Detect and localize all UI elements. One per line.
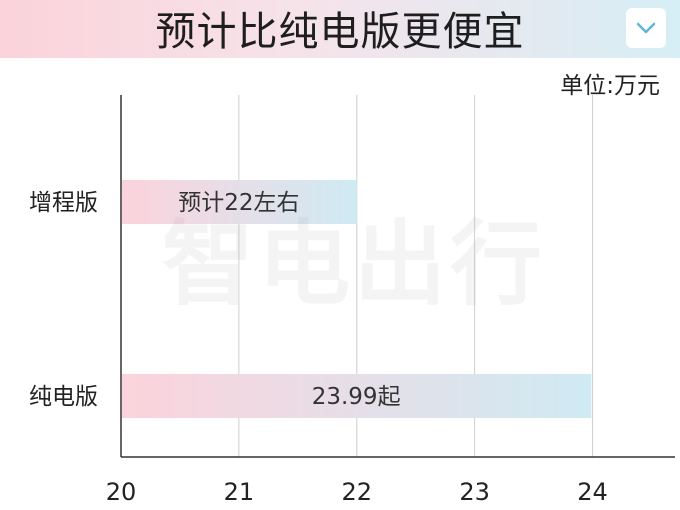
bar [122,374,592,418]
x-tick-label: 23 [459,478,490,506]
data-label: 预计22左右 [178,190,299,216]
x-tick-label: 21 [224,478,255,506]
category-label: 增程版 [29,190,98,216]
x-tick-label: 20 [106,478,137,506]
collapse-button[interactable] [626,8,666,48]
bar [122,180,357,224]
category-label: 纯电版 [29,384,98,410]
chevron-down-icon [636,22,656,34]
x-tick-label: 24 [577,478,608,506]
watermark: 智电出行 [162,211,547,318]
data-label: 23.99起 [312,384,401,410]
page-title: 预计比纯电版更便宜 [155,9,525,55]
x-tick-label: 22 [341,478,372,506]
header-bar [0,0,680,58]
unit-label: 单位:万元 [560,73,660,99]
